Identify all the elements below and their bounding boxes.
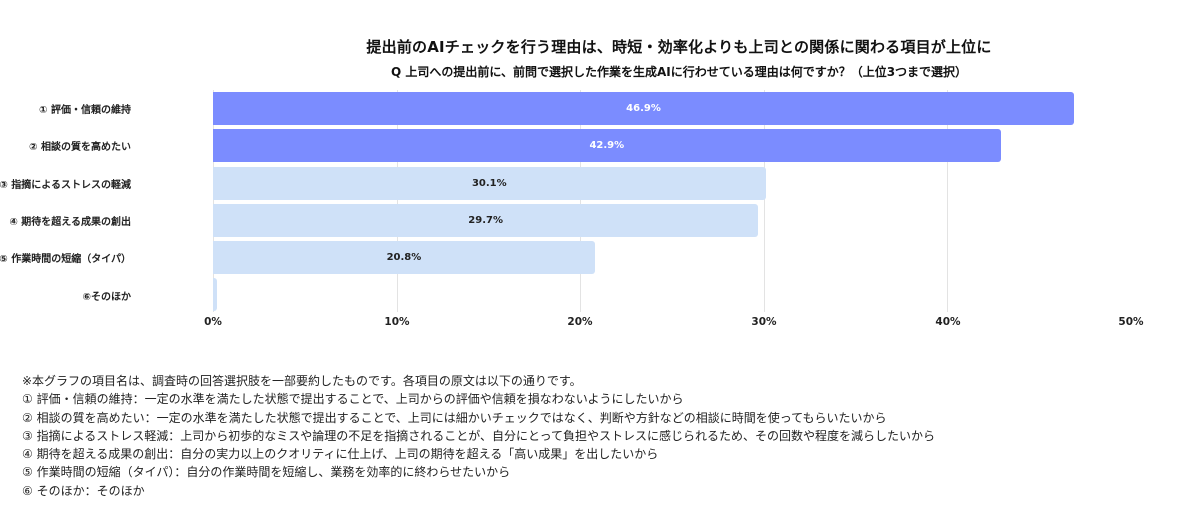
x-tick-label: 10% (384, 316, 410, 328)
chart-title: 提出前のAIチェックを行う理由は、時短・効率化よりも上司との関係に関わる項目が上… (366, 38, 992, 56)
category-label: ⑤ 作業時間の短縮（タイパ） (0, 254, 131, 265)
footnote-item: ② 相談の質を高めたい：一定の水準を満たした状態で提出することで、上司には細かい… (22, 410, 887, 425)
bar (213, 241, 595, 274)
category-label: ⑥そのほか (82, 292, 131, 303)
bar (213, 129, 1001, 162)
bar (213, 92, 1075, 125)
x-tick-label: 30% (751, 316, 777, 328)
category-label: ① 評価・信頼の維持 (39, 105, 131, 116)
category-label: ② 相談の質を高めたい (29, 142, 131, 153)
footnote-intro: ※本グラフの項目名は、調査時の回答選択肢を一部要約したものです。各項目の原文は以… (22, 374, 582, 388)
category-label: ④ 期待を超える成果の創出 (9, 217, 131, 228)
gridline-20 (580, 90, 582, 312)
footnote-item: ④ 期待を超える成果の創出：自分の実力以上のクオリティに仕上げ、上司の期待を超え… (22, 447, 659, 462)
plot-area: ① 評価・信頼の維持 46.9% ② 相談の質を高めたい 42.9% ③ 指摘に… (0, 90, 1131, 312)
footnote-item: ⑥ そのほか：そのほか (22, 483, 145, 498)
x-tick-label: 40% (935, 316, 961, 328)
bar-value-label: 30.1% (471, 178, 507, 189)
gridline-0 (213, 90, 214, 312)
footnote-item: ① 評価・信頼の維持：一定の水準を満たした状態で提出することで、上司からの評価や… (22, 392, 684, 407)
gridline-30 (763, 90, 765, 312)
x-tick-label: 20% (567, 316, 593, 328)
category-label: ③ 指摘によるストレスの軽減 (0, 180, 131, 191)
gridline-10 (396, 90, 398, 312)
gridline-40 (947, 90, 949, 312)
footnotes: ※本グラフの項目名は、調査時の回答選択肢を一部要約したものです。各項目の原文は以… (22, 372, 935, 500)
bar-value-label: 20.8% (386, 252, 422, 263)
bar (213, 204, 759, 237)
bar-value-label: 46.9% (626, 103, 661, 114)
x-tick-label: 0% (204, 316, 222, 328)
chart-subtitle: Q 上司への提出前に、前問で選択した作業を生成AIに行わせている理由は何ですか？… (390, 65, 968, 79)
bar (213, 167, 766, 200)
bar (213, 278, 217, 311)
bar-value-label: 42.9% (589, 140, 625, 151)
footnote-item: ③ 指摘によるストレス軽減：上司から初歩的なミスや論理の不足を指摘されることが、… (22, 428, 936, 443)
bar-value-label: 29.7% (468, 215, 503, 226)
footnote-item: ⑤ 作業時間の短縮（タイパ）：自分の作業時間を短縮し、業務を効率的に終わらせたい… (22, 465, 511, 480)
x-tick-label: 50% (1118, 316, 1144, 328)
